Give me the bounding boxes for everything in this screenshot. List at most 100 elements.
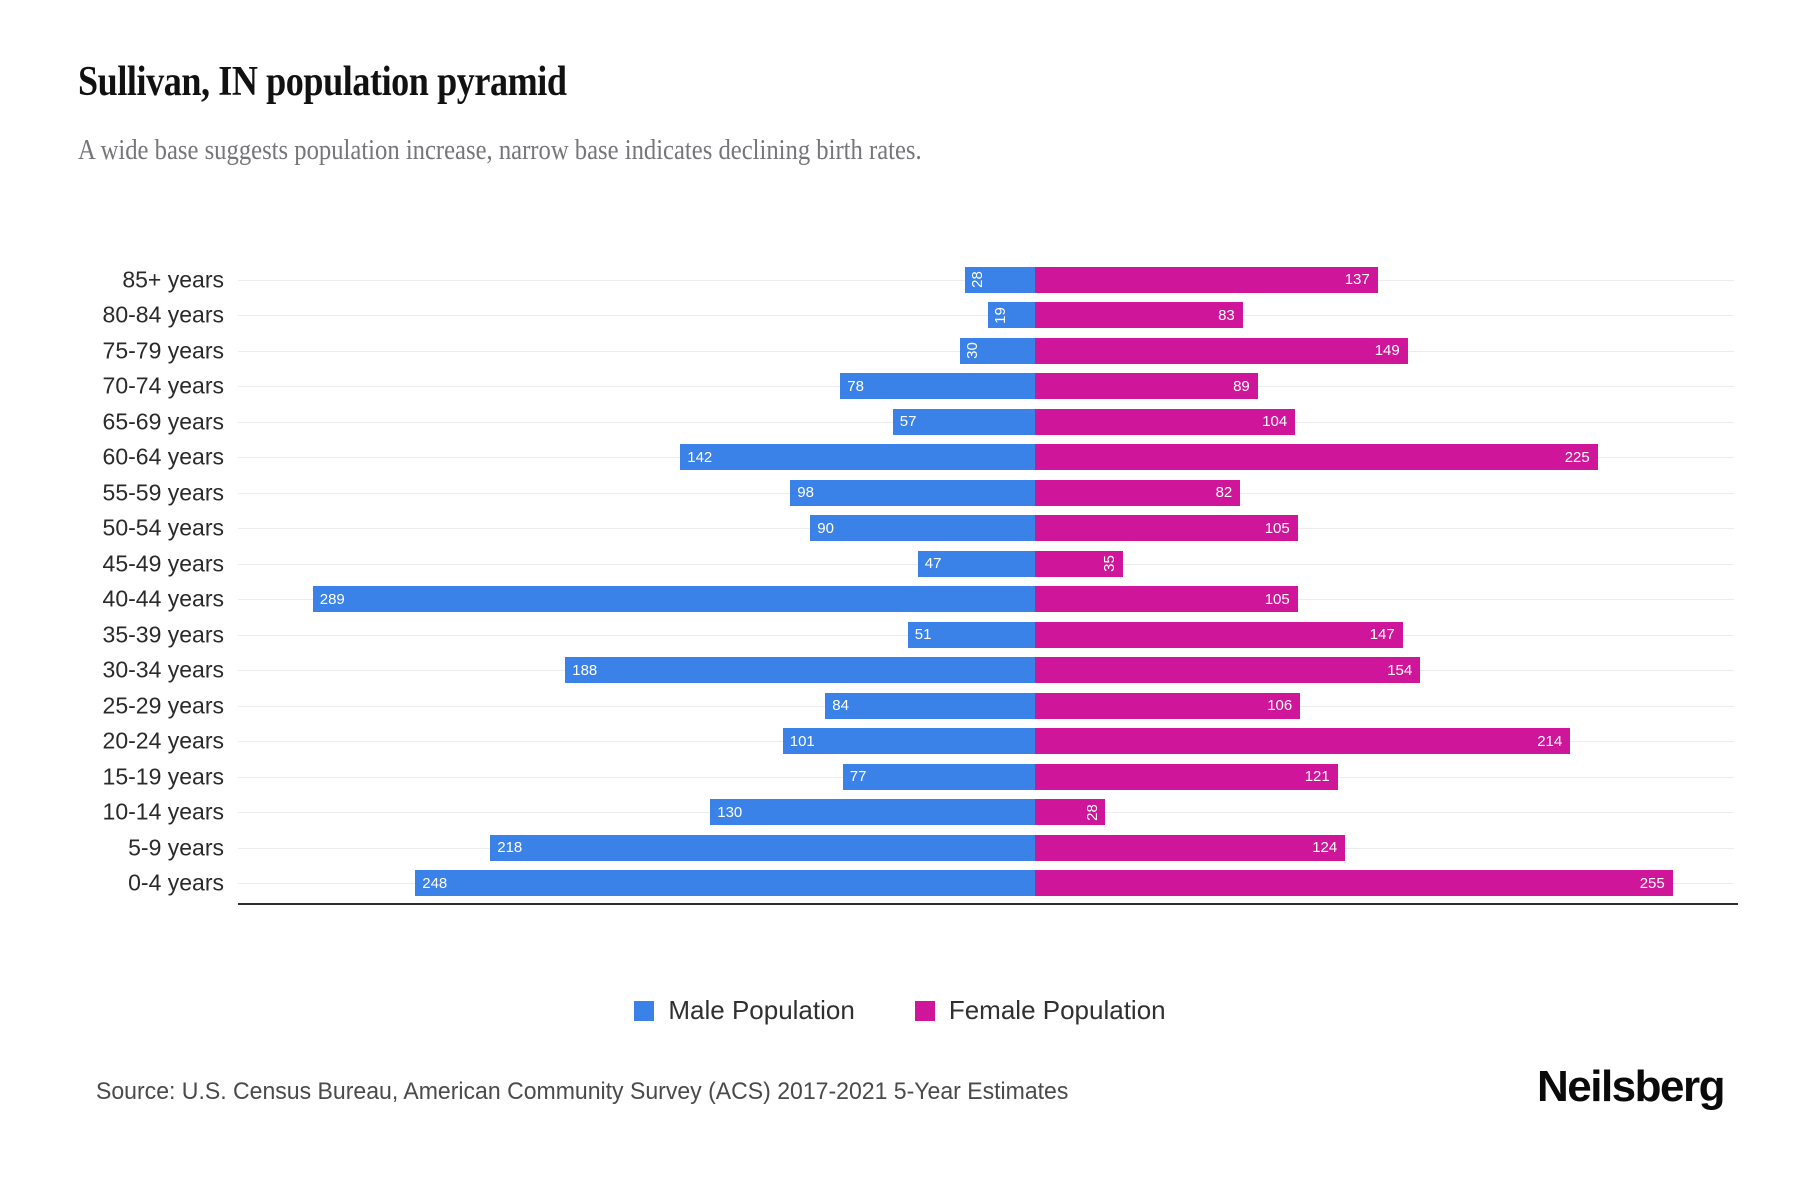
pyramid-row: 75-79 years 30 149 — [103, 333, 1738, 369]
age-group-label: 65-69 years — [102, 408, 224, 435]
pyramid-row: 80-84 years 19 83 — [103, 298, 1738, 334]
pyramid-row: 85+ years 28 137 — [122, 262, 1738, 298]
legend-item-female[interactable]: Female Population — [914, 995, 1166, 1026]
female-value-label: 105 — [1264, 590, 1290, 608]
male-bar[interactable]: 19 — [987, 302, 1036, 329]
female-value-label: 255 — [1639, 874, 1665, 892]
age-group-label: 80-84 years — [102, 301, 224, 328]
female-bar[interactable]: 104 — [1035, 408, 1296, 435]
age-group-label: 5-9 years — [128, 834, 224, 861]
age-group-label: 10-14 years — [102, 798, 224, 825]
male-value-label: 78 — [847, 377, 864, 395]
pyramid-row: 65-69 years 57 104 — [103, 404, 1738, 440]
age-group-label: 20-24 years — [102, 727, 224, 754]
male-value-label: 28 — [969, 271, 987, 289]
pyramid-row: 60-64 years 142 225 — [103, 440, 1738, 476]
pyramid-row: 0-4 years 248 255 — [128, 866, 1738, 902]
pyramid-rows: 85+ years 28 137 80-84 years 19 83 75-79 years… — [103, 262, 1738, 902]
male-bar[interactable]: 130 — [710, 799, 1036, 826]
age-group-label: 35-39 years — [102, 621, 224, 648]
gridline — [238, 315, 1734, 317]
male-bar[interactable]: 142 — [680, 444, 1036, 471]
male-value-label: 98 — [797, 484, 814, 502]
age-group-label: 85+ years — [122, 266, 224, 293]
female-bar[interactable]: 124 — [1035, 834, 1346, 861]
male-bar[interactable]: 28 — [965, 266, 1036, 293]
female-bar[interactable]: 154 — [1035, 657, 1421, 684]
female-bar[interactable]: 89 — [1035, 373, 1258, 400]
female-bar[interactable]: 137 — [1035, 266, 1378, 293]
x-axis-baseline — [238, 903, 1738, 905]
pyramid-row: 20-24 years 101 214 — [103, 724, 1738, 760]
pyramid-row: 15-19 years 77 121 — [103, 759, 1738, 795]
female-bar[interactable]: 225 — [1035, 444, 1598, 471]
female-bar[interactable]: 214 — [1035, 728, 1571, 755]
pyramid-row: 30-34 years 188 154 — [103, 653, 1738, 689]
male-value-label: 142 — [687, 448, 713, 466]
age-group-label: 30-34 years — [102, 656, 224, 683]
female-bar[interactable]: 105 — [1035, 586, 1298, 613]
age-group-label: 0-4 years — [128, 869, 224, 896]
male-value-label: 30 — [964, 342, 982, 360]
male-bar[interactable]: 101 — [782, 728, 1036, 755]
female-value-label: 124 — [1312, 839, 1338, 857]
pyramid-row: 50-54 years 90 105 — [103, 511, 1738, 547]
male-bar[interactable]: 90 — [810, 515, 1036, 542]
female-value-label: 83 — [1218, 306, 1235, 324]
female-bar[interactable]: 83 — [1035, 302, 1243, 329]
male-value-label: 47 — [924, 555, 942, 573]
female-bar[interactable]: 28 — [1035, 799, 1106, 826]
male-value-label: 130 — [717, 803, 743, 821]
female-bar[interactable]: 121 — [1035, 763, 1338, 790]
female-value-label: 214 — [1537, 732, 1563, 750]
pyramid-row: 70-74 years 78 89 — [103, 369, 1738, 405]
chart-legend: Male Population Female Population — [0, 995, 1800, 1026]
age-group-label: 50-54 years — [102, 514, 224, 541]
male-bar[interactable]: 47 — [917, 550, 1036, 577]
male-value-label: 101 — [789, 732, 815, 750]
pyramid-row: 25-29 years 84 106 — [103, 688, 1738, 724]
male-bar[interactable]: 188 — [565, 657, 1036, 684]
female-value-label: 225 — [1564, 448, 1590, 466]
pyramid-row: 55-59 years 98 82 — [103, 475, 1738, 511]
male-bar[interactable]: 77 — [842, 763, 1036, 790]
page-subtitle: A wide base suggests population increase… — [78, 135, 922, 166]
female-value-label: 121 — [1304, 768, 1330, 786]
male-color-swatch — [634, 1000, 655, 1021]
male-bar[interactable]: 98 — [790, 479, 1036, 506]
pyramid-row: 45-49 years 47 35 — [103, 546, 1738, 582]
pyramid-row: 10-14 years 130 28 — [103, 795, 1738, 831]
female-bar[interactable]: 35 — [1035, 550, 1123, 577]
female-value-label: 35 — [1100, 555, 1118, 573]
female-bar[interactable]: 106 — [1035, 692, 1301, 719]
male-value-label: 188 — [572, 661, 598, 679]
legend-label-female: Female Population — [948, 995, 1166, 1025]
female-bar[interactable]: 82 — [1035, 479, 1241, 506]
male-bar[interactable]: 84 — [825, 692, 1036, 719]
age-group-label: 25-29 years — [102, 692, 224, 719]
male-bar[interactable]: 289 — [312, 586, 1036, 613]
female-bar[interactable]: 149 — [1035, 337, 1408, 364]
male-value-label: 57 — [899, 413, 917, 431]
female-value-label: 82 — [1215, 484, 1233, 502]
pyramid-row: 40-44 years 289 105 — [103, 582, 1738, 618]
female-value-label: 105 — [1264, 519, 1290, 537]
male-value-label: 90 — [817, 519, 834, 537]
male-bar[interactable]: 218 — [490, 834, 1036, 861]
male-bar[interactable]: 30 — [960, 337, 1036, 364]
pyramid-row: 5-9 years 218 124 — [128, 830, 1738, 866]
age-group-label: 60-64 years — [102, 443, 224, 470]
female-bar[interactable]: 255 — [1035, 870, 1673, 897]
male-value-label: 248 — [422, 874, 448, 892]
male-bar[interactable]: 57 — [892, 408, 1036, 435]
male-bar[interactable]: 51 — [907, 621, 1036, 648]
female-bar[interactable]: 147 — [1035, 621, 1403, 648]
female-value-label: 106 — [1267, 697, 1293, 715]
male-bar[interactable]: 248 — [415, 870, 1036, 897]
age-group-label: 55-59 years — [102, 479, 224, 506]
legend-item-male[interactable]: Male Population — [634, 995, 855, 1026]
female-bar[interactable]: 105 — [1035, 515, 1298, 542]
population-pyramid-plot: 85+ years 28 137 80-84 years 19 83 75-79 years… — [103, 262, 1738, 905]
male-bar[interactable]: 78 — [840, 373, 1036, 400]
male-value-label: 84 — [832, 697, 849, 715]
